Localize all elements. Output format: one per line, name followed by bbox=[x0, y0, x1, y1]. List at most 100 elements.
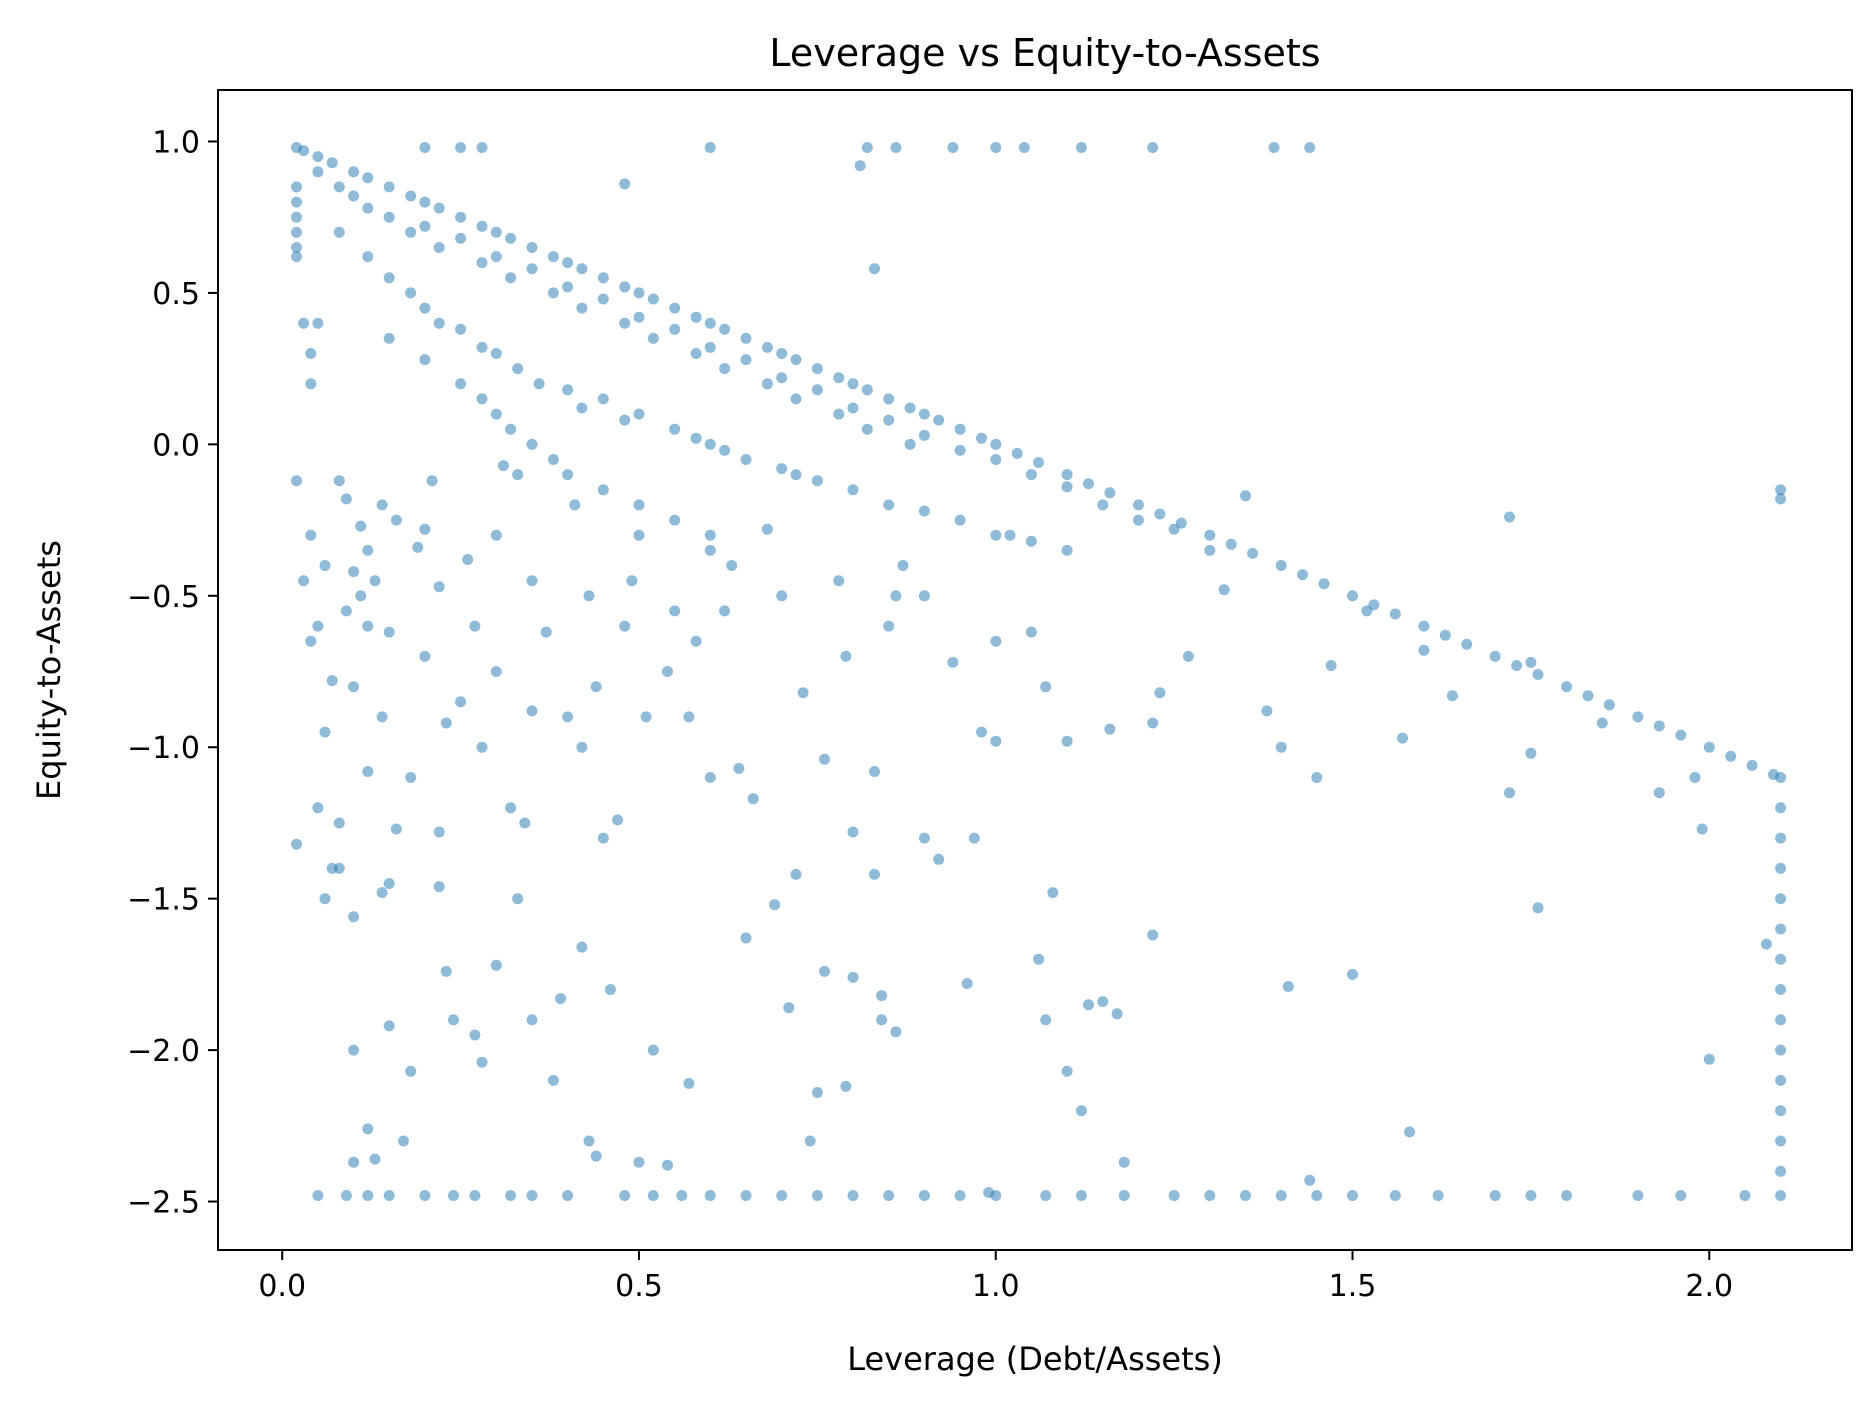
scatter-point bbox=[476, 741, 488, 753]
scatter-point bbox=[633, 1156, 645, 1168]
scatter-point bbox=[1775, 1105, 1787, 1117]
scatter-point bbox=[419, 354, 431, 366]
scatter-point bbox=[597, 272, 609, 284]
scatter-point bbox=[383, 272, 395, 284]
scatter-point bbox=[512, 363, 524, 375]
scatter-point bbox=[619, 1190, 631, 1201]
scatter-point bbox=[526, 705, 538, 717]
scatter-point bbox=[790, 354, 802, 366]
scatter-point bbox=[1703, 741, 1715, 753]
scatter-point bbox=[847, 378, 859, 390]
scatter-point bbox=[333, 817, 345, 829]
scatter-point bbox=[469, 1190, 481, 1201]
scatter-point bbox=[1775, 802, 1787, 814]
scatter-point bbox=[362, 202, 374, 214]
scatter-point bbox=[647, 293, 659, 305]
scatter-point bbox=[847, 402, 859, 414]
scatter-point bbox=[526, 263, 538, 275]
scatter-point bbox=[1111, 1008, 1123, 1020]
scatter-point bbox=[412, 541, 424, 553]
scatter-point bbox=[676, 1190, 688, 1201]
scatter-point bbox=[947, 656, 959, 668]
scatter-point bbox=[1311, 1190, 1323, 1201]
y-tick-label: −2.5 bbox=[127, 1186, 200, 1221]
scatter-point bbox=[1632, 711, 1644, 723]
scatter-point bbox=[1154, 687, 1166, 699]
scatter-point bbox=[612, 814, 624, 826]
scatter-point bbox=[876, 990, 888, 1002]
scatter-point bbox=[761, 341, 773, 353]
scatter-point bbox=[298, 317, 310, 329]
scatter-point bbox=[476, 257, 488, 269]
y-tick-label: 0.5 bbox=[152, 277, 200, 312]
scatter-point bbox=[783, 1002, 795, 1014]
scatter-point bbox=[476, 142, 488, 153]
scatter-point bbox=[811, 475, 823, 487]
scatter-point bbox=[1489, 1190, 1501, 1201]
scatter-point bbox=[419, 1190, 431, 1201]
y-tick-label: −1.5 bbox=[127, 883, 200, 918]
scatter-point bbox=[1104, 723, 1116, 735]
scatter-point bbox=[362, 544, 374, 556]
scatter-point bbox=[1775, 1074, 1787, 1086]
scatter-point bbox=[333, 475, 345, 487]
scatter-point bbox=[811, 384, 823, 396]
scatter-point bbox=[512, 893, 524, 905]
scatter-point bbox=[576, 402, 588, 414]
scatter-point bbox=[619, 620, 631, 632]
scatter-point bbox=[1133, 514, 1144, 526]
scatter-point bbox=[1504, 787, 1515, 799]
scatter-point bbox=[747, 793, 759, 805]
scatter-point bbox=[990, 635, 1002, 647]
scatter-point bbox=[490, 666, 502, 677]
scatter-point bbox=[704, 772, 716, 783]
scatter-point bbox=[505, 802, 517, 814]
scatter-point bbox=[376, 499, 388, 511]
scatter-point bbox=[1225, 538, 1237, 550]
scatter-point bbox=[1504, 511, 1515, 523]
scatter-point bbox=[1033, 953, 1045, 965]
scatter-point bbox=[840, 1080, 852, 1092]
scatter-point bbox=[383, 211, 395, 223]
scatter-point bbox=[490, 348, 502, 359]
scatter-point bbox=[1268, 142, 1280, 153]
scatter-point bbox=[419, 650, 431, 662]
scatter-point bbox=[740, 932, 752, 944]
scatter-point bbox=[669, 605, 681, 617]
scatter-point bbox=[291, 181, 302, 193]
scatter-point bbox=[505, 1190, 517, 1201]
scatter-point bbox=[883, 499, 895, 511]
scatter-point bbox=[1739, 1190, 1751, 1201]
scatter-point bbox=[455, 211, 467, 223]
scatter-point bbox=[562, 257, 574, 269]
scatter-point bbox=[933, 853, 945, 865]
scatter-point bbox=[740, 454, 752, 465]
scatter-point bbox=[990, 529, 1002, 541]
scatter-point bbox=[1047, 887, 1059, 899]
scatter-point bbox=[455, 232, 467, 244]
scatter-point bbox=[1489, 650, 1501, 662]
scatter-point bbox=[440, 965, 452, 977]
scatter-point bbox=[1446, 690, 1458, 702]
scatter-point bbox=[633, 287, 645, 299]
scatter-point bbox=[312, 151, 324, 163]
points-layer bbox=[291, 142, 1787, 1201]
scatter-point bbox=[918, 408, 930, 420]
scatter-point bbox=[1775, 1190, 1787, 1201]
scatter-point bbox=[583, 590, 595, 602]
scatter-point bbox=[847, 971, 859, 983]
scatter-point bbox=[1182, 650, 1194, 662]
scatter-point bbox=[1104, 487, 1116, 499]
scatter-point bbox=[1311, 772, 1323, 783]
scatter-point bbox=[405, 287, 417, 299]
y-tick-label: −2.0 bbox=[127, 1034, 200, 1069]
scatter-point bbox=[904, 402, 916, 414]
scatter-point bbox=[869, 868, 880, 880]
scatter-point bbox=[555, 993, 566, 1005]
scatter-point bbox=[1318, 578, 1330, 590]
scatter-point bbox=[362, 251, 374, 263]
scatter-point bbox=[669, 323, 681, 335]
scatter-point bbox=[640, 711, 652, 723]
scatter-point bbox=[291, 211, 302, 223]
